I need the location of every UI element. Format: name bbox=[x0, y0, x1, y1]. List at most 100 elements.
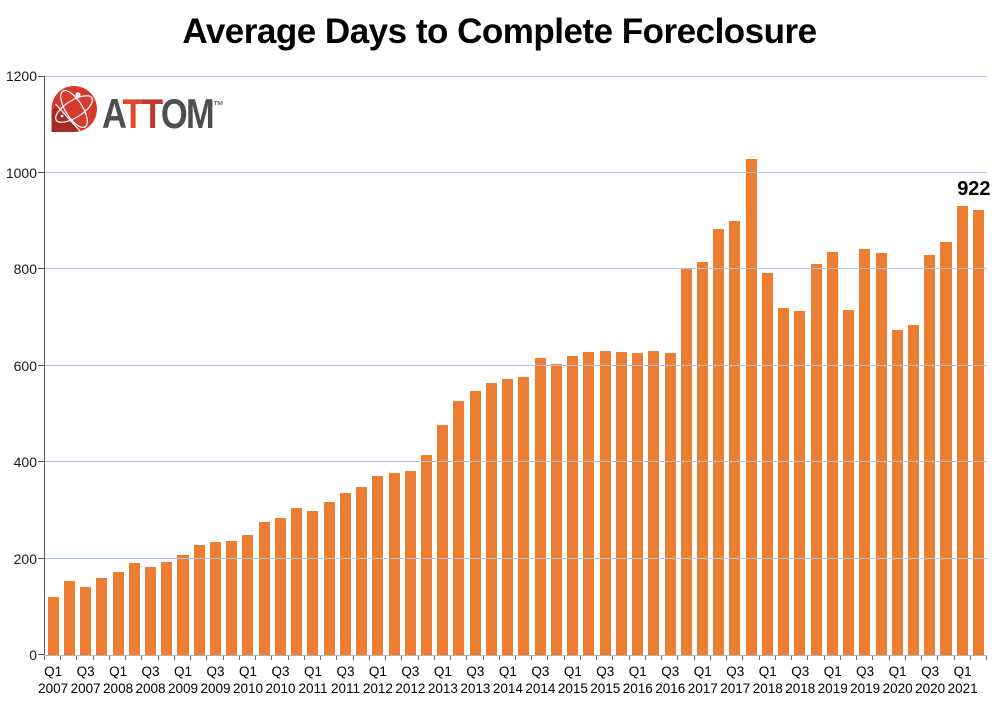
x-axis-label: Q1 2008 bbox=[103, 664, 134, 696]
x-axis-tick bbox=[986, 656, 987, 660]
bar-slot bbox=[808, 76, 824, 655]
bar-slot bbox=[532, 76, 548, 655]
bar bbox=[372, 476, 384, 655]
attom-globe-icon bbox=[51, 86, 97, 132]
y-axis-label: 1000 bbox=[5, 164, 37, 181]
y-axis-label: 0 bbox=[29, 647, 37, 663]
x-axis-tick bbox=[352, 656, 354, 660]
x-axis-tick bbox=[466, 656, 468, 660]
bar bbox=[242, 535, 254, 655]
bar-slot bbox=[61, 76, 77, 655]
x-axis-label: Q1 2014 bbox=[492, 664, 523, 696]
bar bbox=[956, 206, 968, 655]
bar bbox=[339, 492, 351, 655]
x-axis-label: Q1 2018 bbox=[752, 664, 783, 696]
bar-slot bbox=[77, 76, 93, 655]
x-axis-tick bbox=[742, 656, 744, 660]
bar-slot bbox=[94, 76, 110, 655]
bar bbox=[453, 401, 465, 655]
y-axis-tick bbox=[38, 171, 44, 173]
bar-slot bbox=[905, 76, 921, 655]
x-axis-label: Q3 2018 bbox=[785, 664, 816, 696]
x-axis-tick bbox=[937, 656, 939, 660]
bar bbox=[469, 391, 481, 655]
x-axis-tick bbox=[839, 656, 841, 660]
gridline bbox=[45, 461, 987, 462]
bar bbox=[567, 355, 579, 655]
attom-letter: M bbox=[186, 90, 215, 137]
attom-logo: ATTOM™ bbox=[50, 81, 250, 139]
bar bbox=[63, 581, 75, 655]
x-axis-label: Q1 2012 bbox=[362, 664, 393, 696]
y-axis-tick bbox=[38, 76, 44, 77]
bar-slot bbox=[175, 76, 191, 655]
bar-slot bbox=[646, 76, 662, 655]
x-axis-tick bbox=[823, 656, 825, 660]
attom-letter: T bbox=[122, 90, 144, 137]
x-axis-tick bbox=[271, 656, 273, 660]
bar-slot bbox=[142, 76, 158, 655]
x-axis-tick bbox=[531, 656, 533, 660]
x-axis-tick bbox=[791, 656, 793, 660]
x-axis-tick bbox=[417, 656, 419, 660]
x-axis-tick bbox=[401, 656, 403, 660]
bar-slot bbox=[613, 76, 629, 655]
bar bbox=[891, 330, 903, 655]
bar bbox=[778, 307, 790, 655]
y-axis-tick bbox=[38, 461, 44, 462]
gridline bbox=[45, 76, 987, 77]
x-axis-tick bbox=[921, 656, 923, 660]
bar-slot bbox=[321, 76, 337, 655]
bar bbox=[940, 241, 952, 655]
bar-slot bbox=[840, 76, 856, 655]
bar-slot bbox=[256, 76, 272, 655]
attom-letter: T bbox=[142, 90, 162, 137]
bar bbox=[826, 252, 838, 655]
bar bbox=[161, 561, 173, 655]
bar-slot bbox=[289, 76, 305, 655]
x-axis-tick bbox=[612, 656, 614, 660]
plot-area: 922 ATTOM™ 0 200 400 600 800 1000 1200 Q1 2007 Q3… bbox=[6, 68, 991, 696]
x-axis-tick bbox=[190, 656, 192, 660]
x-axis-tick bbox=[320, 656, 322, 660]
x-axis-tick bbox=[709, 656, 711, 660]
bar-slot bbox=[110, 76, 126, 655]
bar bbox=[226, 540, 238, 655]
bar bbox=[794, 310, 806, 655]
bar bbox=[810, 263, 822, 655]
x-axis-label: Q3 2012 bbox=[395, 664, 426, 696]
x-axis-tick bbox=[173, 656, 175, 660]
bar bbox=[96, 578, 108, 655]
bar-slot bbox=[337, 76, 353, 655]
bar-slot bbox=[662, 76, 678, 655]
bar-slot bbox=[678, 76, 694, 655]
x-axis-tick bbox=[238, 656, 240, 660]
x-axis-label: Q3 2009 bbox=[200, 664, 231, 696]
y-axis-tick bbox=[38, 268, 44, 269]
x-axis-tick bbox=[222, 656, 224, 660]
bar-slot bbox=[159, 76, 175, 655]
bar bbox=[437, 424, 449, 655]
bar-slot bbox=[126, 76, 142, 655]
x-axis-tick bbox=[628, 656, 630, 660]
bar bbox=[323, 501, 335, 655]
bar bbox=[420, 455, 433, 655]
bar bbox=[534, 358, 546, 655]
bar-slot bbox=[500, 76, 516, 655]
x-axis-label: Q1 2015 bbox=[557, 664, 588, 696]
bar bbox=[583, 351, 595, 655]
x-axis-label: Q3 2014 bbox=[525, 664, 556, 696]
x-axis-tick bbox=[904, 656, 906, 660]
bar-slot bbox=[240, 76, 256, 655]
bar-slot bbox=[711, 76, 727, 655]
y-axis-label: 600 bbox=[13, 357, 37, 374]
x-axis-label: Q1 2019 bbox=[817, 664, 848, 696]
bar-slot bbox=[857, 76, 873, 655]
y-axis-tick bbox=[38, 654, 44, 655]
x-axis-tick bbox=[661, 656, 663, 660]
x-axis-tick bbox=[872, 656, 874, 660]
bar-slot bbox=[224, 76, 240, 655]
bar bbox=[632, 353, 644, 655]
x-axis-label: Q3 2015 bbox=[590, 664, 621, 696]
bar-slot bbox=[938, 76, 954, 655]
